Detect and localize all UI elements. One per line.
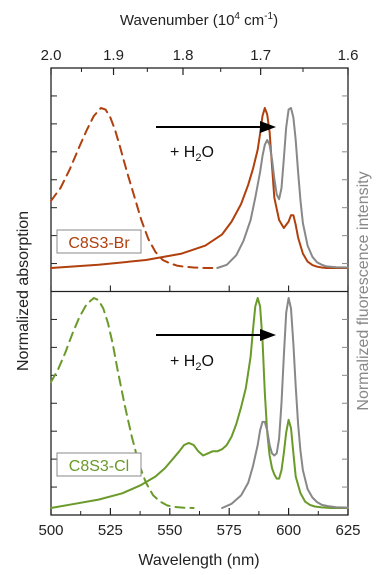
bottom-tick-label: 500 (38, 522, 63, 539)
c8s3-cl-label: C8S3-Cl (69, 458, 129, 475)
bottom-tick-label: 525 (98, 522, 123, 539)
arrow-head-bottom (260, 329, 276, 341)
top-axis-label: Wavenumber (104 cm-1) (120, 11, 278, 29)
top-tick-label: 1.6 (338, 47, 359, 64)
c8s3-br-fluorescence-line (216, 107, 349, 269)
c8s3-cl-absorption-solid-line (50, 297, 349, 509)
c8s3-cl-label-box (56, 452, 142, 477)
top-tick-label: 1.7 (250, 47, 271, 64)
axis-ticks: 500 525 550 575 600 625 2.0 1.9 1.8 1.7 1.6 (38, 47, 360, 539)
top-tick-label: 1.9 (103, 47, 124, 64)
c8s3-br-label-box (56, 229, 142, 254)
top-tick-label: 1.8 (173, 47, 194, 64)
c8s3-cl-absorption-dashed-line (50, 297, 195, 509)
bottom-axis-label: Wavelength (nm) (138, 552, 259, 569)
bottom-tick-label: 600 (276, 522, 301, 539)
bottom-tick-label: 550 (157, 522, 182, 539)
c8s3-br-absorption-dashed-line (50, 107, 219, 269)
top-tick-label: 2.0 (41, 47, 62, 64)
water-label-top: + H2O (170, 144, 214, 164)
arrow-head-top (260, 121, 276, 133)
bottom-tick-label: 575 (217, 522, 242, 539)
water-label-bottom: + H2O (170, 353, 214, 373)
left-axis-label: Normalized absorption (15, 211, 32, 371)
c8s3-br-label: C8S3-Br (68, 235, 130, 252)
c8s3-cl-fluorescence-line (221, 297, 349, 509)
bottom-tick-label: 625 (335, 522, 360, 539)
spectral-curves (50, 107, 349, 509)
right-axis-label: Normalized fluorescence intensity (355, 171, 372, 410)
